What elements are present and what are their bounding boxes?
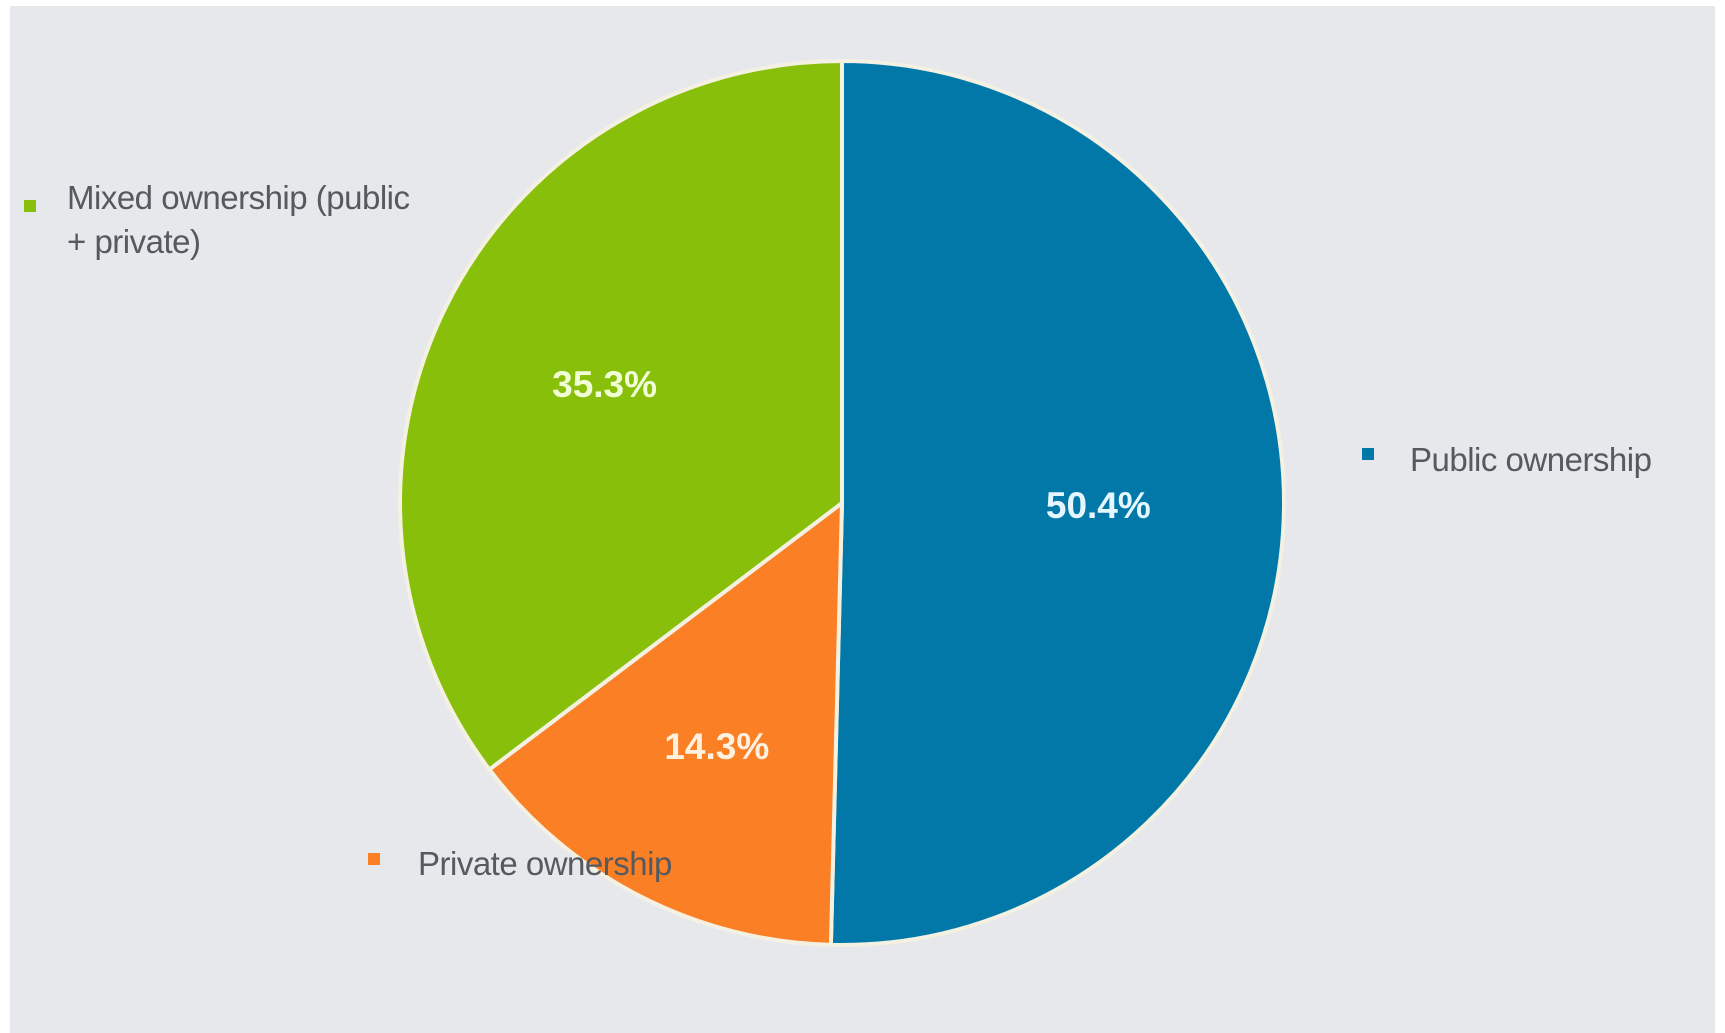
legend-swatch-mixed <box>24 200 36 212</box>
legend-swatch-private <box>368 853 380 865</box>
data-label-private: 14.3% <box>664 725 770 767</box>
pie-slice-mixed <box>398 59 844 772</box>
legend-label-mixed-line-2: + private) <box>67 223 201 260</box>
pie-slice-private <box>487 501 844 947</box>
legend-label-mixed: Mixed ownership (public + private) <box>67 176 410 264</box>
legend-label-private-line-1: Private ownership <box>418 845 672 882</box>
data-label-mixed: 35.3% <box>552 363 658 405</box>
legend-swatch-public <box>1362 448 1374 460</box>
pie-chart <box>398 59 1286 947</box>
data-label-public: 50.4% <box>1045 485 1151 527</box>
legend-label-mixed-line-1: Mixed ownership (public <box>67 179 410 216</box>
legend-label-public: Public ownership <box>1410 438 1652 482</box>
legend-label-private: Private ownership <box>418 842 672 886</box>
legend-label-public-line-1: Public ownership <box>1410 441 1652 478</box>
chart-area: 50.4% 14.3% 35.3% Mixed ownership (publi… <box>10 6 1715 1033</box>
pie-slice-public <box>828 59 1286 947</box>
